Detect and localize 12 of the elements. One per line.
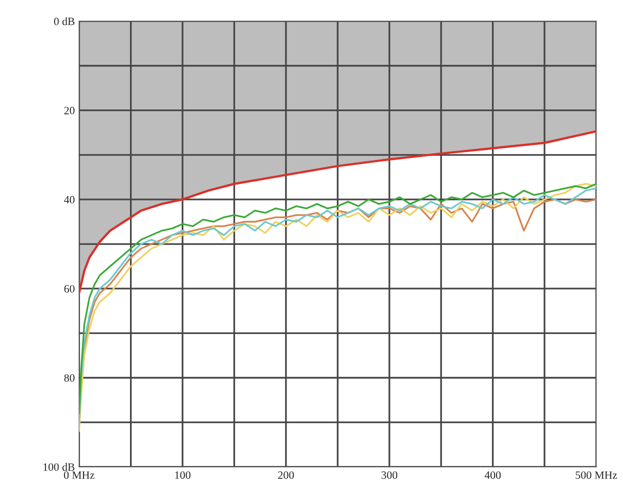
y-tick-label: 80 (64, 374, 75, 382)
y-tick-label: 40 (64, 196, 75, 204)
y-tick-label: 0 dB (54, 17, 74, 26)
x-tick-label: 100 (175, 471, 190, 479)
x-tick-label: 300 (382, 471, 398, 479)
x-tick-label: 200 (278, 471, 294, 479)
x-tick-label: 500 MHz (576, 471, 618, 479)
y-tick-label: 100 dB (44, 463, 74, 471)
x-tick-label: 0 MHz (64, 471, 94, 479)
y-tick-label: 20 (64, 106, 75, 114)
x-tick-label: 400 (484, 471, 501, 479)
y-tick-label: 60 (64, 285, 75, 293)
